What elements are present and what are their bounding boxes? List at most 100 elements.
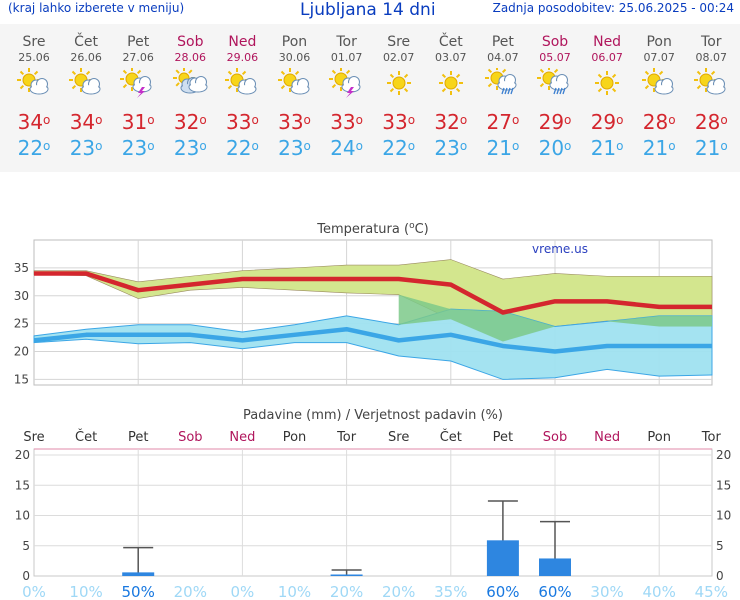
day-column[interactable]: Ned 29.06 33o 22o [216, 24, 268, 161]
sun-icon [438, 71, 463, 95]
day-column[interactable]: Pet 04.07 27o 21o [477, 24, 529, 161]
cloud-shape [237, 78, 257, 95]
cloud-shape [29, 78, 49, 95]
temp-min: 23o [173, 136, 207, 160]
y-tick-label: 0 [22, 569, 30, 583]
band-overlap [398, 294, 712, 342]
min-temp-line [33, 326, 714, 354]
precip-bar [539, 558, 571, 576]
sun-cloud-icon [17, 68, 49, 95]
x-tick-label: Sre [23, 430, 44, 445]
day-column[interactable]: Tor 08.07 28o 21o [685, 24, 737, 161]
sun-cloud-storm-icon [120, 67, 152, 98]
day-name: Tor [336, 34, 357, 50]
day-column[interactable]: Tor 01.07 33o 24o [321, 24, 373, 161]
probability-label: 40% [643, 583, 676, 600]
probability-label: 20% [382, 583, 415, 600]
rain-shape [501, 87, 505, 95]
day-date: 08.07 [695, 51, 728, 64]
day-column[interactable]: Sre 02.07 33o 22o [373, 24, 425, 161]
probability-label: 10% [69, 583, 102, 600]
day-column[interactable]: Sob 05.07 29o 20o [529, 24, 581, 161]
day-column[interactable]: Čet 26.06 34o 23o [60, 24, 112, 161]
last-updated: Zadnja posodobitev: 25.06.2025 - 00:24 [492, 1, 734, 15]
temp-min: 22o [225, 136, 259, 160]
day-name: Ned [593, 34, 622, 50]
temp-max: 28o [642, 110, 676, 134]
day-date: 29.06 [226, 51, 259, 64]
day-date: 28.06 [174, 51, 207, 64]
chart-title: Padavine (mm) / Verjetnost padavin (%) [243, 408, 503, 423]
temp-max: 29o [538, 110, 572, 134]
day-date: 05.07 [539, 51, 571, 64]
temp-max: 31o [121, 110, 155, 134]
temp-max: 32o [434, 110, 468, 134]
daily-forecast-strip: Sre 25.06 34o 22o Čet 26.06 34o 23o Pet 27.06 31o 2… [0, 24, 740, 172]
rain-shape [556, 87, 560, 95]
plot-area [33, 448, 713, 577]
probability-label: 60% [486, 583, 519, 600]
cloud-shape [497, 74, 517, 91]
x-tick-label: Čet [75, 429, 97, 445]
y-tick-label: 10 [15, 509, 30, 523]
sun-shape [386, 71, 411, 95]
y-tick-label-right: 5 [716, 539, 724, 553]
x-tick-label: Sre [388, 430, 409, 445]
probability-label: 20% [330, 583, 363, 600]
rain-shape [553, 87, 557, 95]
rain-shape [562, 87, 566, 95]
sun-cloud-icon [277, 68, 309, 95]
temp-min: 23o [278, 136, 311, 160]
day-column[interactable]: Pon 07.07 28o 21o [633, 24, 685, 161]
y-tick-label-right: 15 [716, 478, 731, 492]
temp-max: 34o [17, 110, 51, 134]
menu-hint[interactable]: (kraj lahko izberete v meniju) [8, 1, 185, 15]
day-name: Pet [127, 34, 150, 50]
day-name: Sre [387, 34, 411, 50]
y-tick-label: 20 [15, 448, 30, 462]
probability-label: 30% [590, 583, 623, 600]
y-tick-label: 5 [22, 539, 30, 553]
day-column[interactable]: Ned 06.07 29o 21o [581, 24, 633, 161]
day-column[interactable]: Sre 25.06 34o 22o [8, 24, 60, 161]
cloud-shape [81, 78, 101, 95]
temp-max: 33o [225, 110, 259, 134]
temp-min: 22o [382, 136, 416, 160]
sun-shape [595, 71, 620, 95]
lightning-shape [345, 87, 354, 98]
page-title: Ljubljana 14 dni [300, 0, 436, 20]
sun-cloud-icon [642, 68, 674, 95]
day-column[interactable]: Pon 30.06 33o 23o [269, 24, 321, 161]
temp-min: 23o [434, 136, 468, 160]
rain-shape [504, 87, 508, 95]
sun-shape [438, 71, 463, 95]
y-tick-label: 35 [14, 261, 29, 275]
day-column[interactable]: Čet 03.07 32o 23o [425, 24, 477, 161]
y-tick-label: 25 [14, 317, 29, 331]
temp-min: 21o [590, 136, 624, 160]
rain-shape [507, 87, 511, 95]
temp-min: 22o [17, 136, 51, 160]
day-column[interactable]: Sob 28.06 32o 23o [164, 24, 216, 161]
day-date: 26.06 [70, 51, 102, 64]
day-name: Čet [74, 34, 99, 50]
day-name: Ned [228, 34, 257, 50]
temp-min: 21o [642, 136, 676, 160]
precip-bar [330, 574, 363, 576]
day-column[interactable]: Pet 27.06 31o 23o [112, 24, 164, 161]
max-temp-line [34, 271, 714, 315]
temp-min: 23o [121, 136, 155, 160]
sun-icon [386, 71, 411, 95]
precip-bar [486, 540, 519, 576]
temp-min: 21o [694, 136, 728, 160]
probability-label: 60% [538, 583, 571, 600]
precipitation-chart: Padavine (mm) / Verjetnost padavin (%) Sr… [15, 408, 732, 600]
header: (kraj lahko izberete v meniju) Ljubljana… [0, 0, 740, 22]
temp-max: 32o [173, 110, 207, 134]
probability-label: 10% [278, 583, 311, 600]
cloud-shape [290, 78, 309, 95]
y-tick-label-right: 10 [716, 509, 731, 523]
day-date: 27.06 [122, 51, 154, 64]
x-tick-label: Ned [594, 430, 620, 445]
y-tick-label-right: 20 [716, 448, 731, 462]
